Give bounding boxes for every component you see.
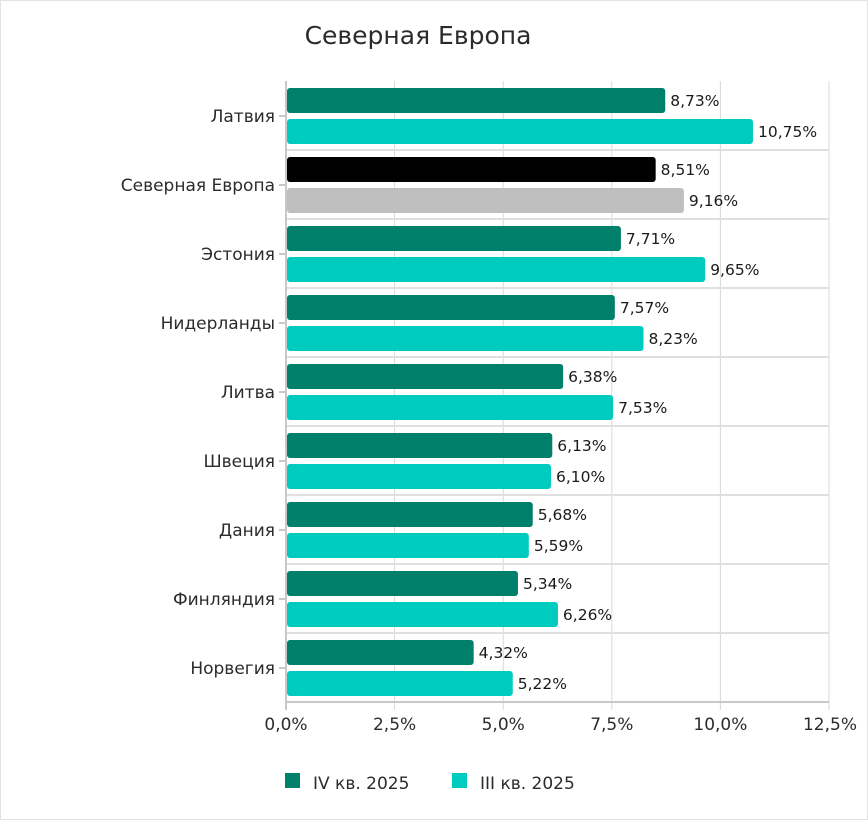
x-tick-label: 7,5%	[590, 715, 633, 735]
bar-iv-q	[287, 364, 564, 389]
bar-iv-q	[287, 571, 518, 596]
category-axis: Латвия Северная Европа Эстония Нидерланды Ли…	[121, 107, 286, 679]
data-label: 7,71%	[626, 230, 675, 248]
legend-swatch-iv-q	[285, 773, 300, 788]
chart-title: Северная Европа	[305, 21, 532, 50]
data-label: 8,51%	[661, 161, 710, 179]
bar-iv-q	[287, 157, 656, 182]
bar-iii-q	[287, 533, 529, 558]
bar-iv-q	[287, 433, 553, 458]
data-label: 5,22%	[518, 675, 567, 693]
legend-label-iv-q: IV кв. 2025	[313, 774, 409, 794]
bar-iv-q	[287, 640, 474, 665]
bar-iv-q	[287, 295, 615, 320]
category-label: Норвегия	[190, 659, 275, 679]
bar-iii-q	[287, 326, 644, 351]
data-label: 5,34%	[523, 575, 572, 593]
bar-iii-q	[287, 188, 684, 213]
legend-label-iii-q: III кв. 2025	[480, 774, 575, 794]
data-label: 8,23%	[649, 330, 698, 348]
category-label: Северная Европа	[121, 176, 275, 196]
bar-iv-q	[287, 502, 533, 527]
bar-iii-q	[287, 119, 753, 144]
bar-iii-q	[287, 395, 614, 420]
data-label: 10,75%	[758, 123, 817, 141]
x-tick-label: 0,0%	[264, 715, 307, 735]
data-label: 5,68%	[538, 506, 587, 524]
data-label: 9,16%	[689, 192, 738, 210]
bar-iv-q	[287, 88, 666, 113]
x-tick-label: 2,5%	[373, 715, 416, 735]
bar-iii-q	[287, 671, 513, 696]
x-tick-label: 10,0%	[693, 715, 747, 735]
data-label: 5,59%	[534, 537, 583, 555]
data-label: 7,57%	[620, 299, 669, 317]
grid	[285, 81, 830, 710]
data-label: 6,38%	[568, 368, 617, 386]
data-label: 9,65%	[710, 261, 759, 279]
x-tick-label: 12,5%	[803, 715, 857, 735]
data-label: 4,32%	[479, 644, 528, 662]
data-label: 6,26%	[563, 606, 612, 624]
category-label: Дания	[219, 521, 275, 541]
x-tick-label: 5,0%	[482, 715, 525, 735]
data-label: 7,53%	[618, 399, 667, 417]
data-label: 6,10%	[556, 468, 605, 486]
bar-iii-q	[287, 464, 551, 489]
data-label: 6,13%	[557, 437, 606, 455]
category-label: Швеция	[203, 452, 275, 472]
category-label: Литва	[221, 383, 275, 403]
category-label: Финляндия	[173, 590, 275, 610]
category-label: Латвия	[211, 107, 275, 127]
legend-swatch-iii-q	[452, 773, 467, 788]
category-label: Нидерланды	[161, 314, 275, 334]
value-axis: 0,0% 2,5% 5,0% 7,5% 10,0% 12,5%	[264, 715, 857, 735]
bar-iii-q	[287, 257, 706, 282]
category-label: Эстония	[201, 245, 275, 265]
bar-iv-q	[287, 226, 621, 251]
bar-iii-q	[287, 602, 558, 627]
data-label: 8,73%	[670, 92, 719, 110]
data-labels: 8,73% 10,75% 8,51% 9,16% 7,71% 9,65% 7,57% 8,23…	[479, 92, 817, 693]
legend: IV кв. 2025 III кв. 2025	[285, 773, 575, 794]
bars	[287, 88, 753, 696]
